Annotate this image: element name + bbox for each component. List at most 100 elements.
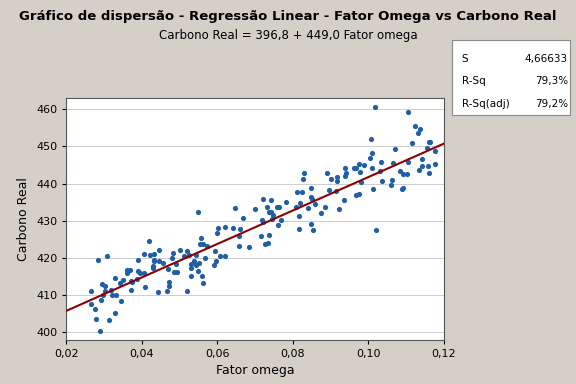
Point: [149, 263, 158, 270]
Point: [417, 164, 426, 170]
Point: [258, 195, 267, 202]
Point: [425, 139, 434, 145]
Point: [256, 233, 265, 239]
Point: [221, 253, 230, 259]
Point: [263, 240, 272, 246]
Point: [196, 241, 205, 247]
Point: [126, 278, 135, 284]
Point: [111, 310, 120, 316]
Point: [397, 185, 407, 192]
Point: [164, 278, 173, 285]
Point: [299, 170, 308, 176]
Point: [153, 289, 162, 295]
Point: [425, 170, 434, 176]
Point: [244, 244, 253, 250]
Point: [149, 257, 158, 263]
Point: [272, 204, 282, 210]
Text: Carbono Real = 396,8 + 449,0 Fator omega: Carbono Real = 396,8 + 449,0 Fator omega: [158, 29, 418, 42]
Point: [191, 262, 200, 268]
Point: [335, 206, 344, 212]
Point: [97, 281, 107, 287]
Text: 79,2%: 79,2%: [535, 99, 568, 109]
Point: [105, 317, 114, 323]
Point: [195, 260, 204, 266]
Text: Gráfico de dispersão - Regressão Linear - Fator Omega vs Carbono Real: Gráfico de dispersão - Regressão Linear …: [19, 10, 557, 23]
Point: [234, 243, 244, 249]
Point: [351, 165, 361, 171]
Point: [430, 148, 439, 154]
Point: [134, 257, 143, 263]
Point: [101, 283, 110, 290]
Point: [198, 280, 207, 286]
Point: [306, 221, 316, 227]
Point: [327, 176, 336, 182]
Point: [257, 217, 267, 223]
Point: [422, 145, 431, 151]
Point: [191, 252, 200, 258]
Point: [370, 104, 380, 110]
Point: [139, 270, 148, 276]
Point: [213, 230, 222, 236]
Point: [187, 265, 196, 271]
Point: [95, 328, 104, 334]
Point: [148, 265, 157, 271]
Point: [173, 269, 182, 275]
Point: [168, 250, 177, 257]
Point: [86, 288, 96, 294]
Point: [310, 201, 320, 207]
Point: [236, 225, 245, 232]
Point: [396, 168, 405, 174]
Point: [388, 160, 397, 166]
Point: [132, 276, 142, 282]
Point: [96, 297, 105, 303]
Point: [275, 204, 284, 210]
Point: [322, 170, 331, 176]
Point: [403, 159, 412, 166]
Point: [281, 199, 290, 205]
Point: [268, 216, 277, 222]
X-axis label: Fator omega: Fator omega: [215, 364, 294, 377]
Point: [162, 288, 172, 294]
Point: [306, 194, 315, 200]
Point: [228, 225, 237, 232]
Point: [123, 267, 132, 273]
Point: [190, 258, 199, 264]
Point: [351, 192, 361, 198]
Point: [350, 166, 359, 172]
Point: [366, 155, 375, 161]
Point: [119, 277, 128, 283]
Point: [126, 287, 135, 293]
Point: [210, 248, 219, 254]
Point: [266, 197, 275, 203]
Point: [238, 215, 248, 221]
Point: [213, 225, 222, 231]
Point: [376, 159, 385, 166]
Point: [295, 200, 304, 206]
Point: [408, 140, 417, 146]
Point: [291, 204, 301, 210]
Point: [324, 187, 334, 193]
Point: [135, 270, 145, 276]
Point: [116, 298, 125, 304]
Point: [331, 188, 340, 194]
Point: [103, 253, 112, 259]
Point: [165, 283, 174, 289]
Point: [184, 252, 194, 258]
Point: [276, 217, 285, 223]
Point: [341, 170, 350, 176]
Point: [294, 213, 304, 219]
Point: [92, 316, 101, 322]
Point: [390, 146, 399, 152]
Point: [141, 284, 150, 290]
Point: [180, 253, 189, 259]
Point: [425, 139, 434, 145]
Point: [220, 223, 229, 230]
Point: [203, 243, 212, 249]
Point: [133, 268, 142, 274]
Point: [115, 280, 124, 286]
Point: [340, 172, 350, 179]
Point: [100, 288, 109, 294]
Point: [125, 266, 134, 273]
Point: [107, 286, 116, 293]
Point: [146, 252, 155, 258]
